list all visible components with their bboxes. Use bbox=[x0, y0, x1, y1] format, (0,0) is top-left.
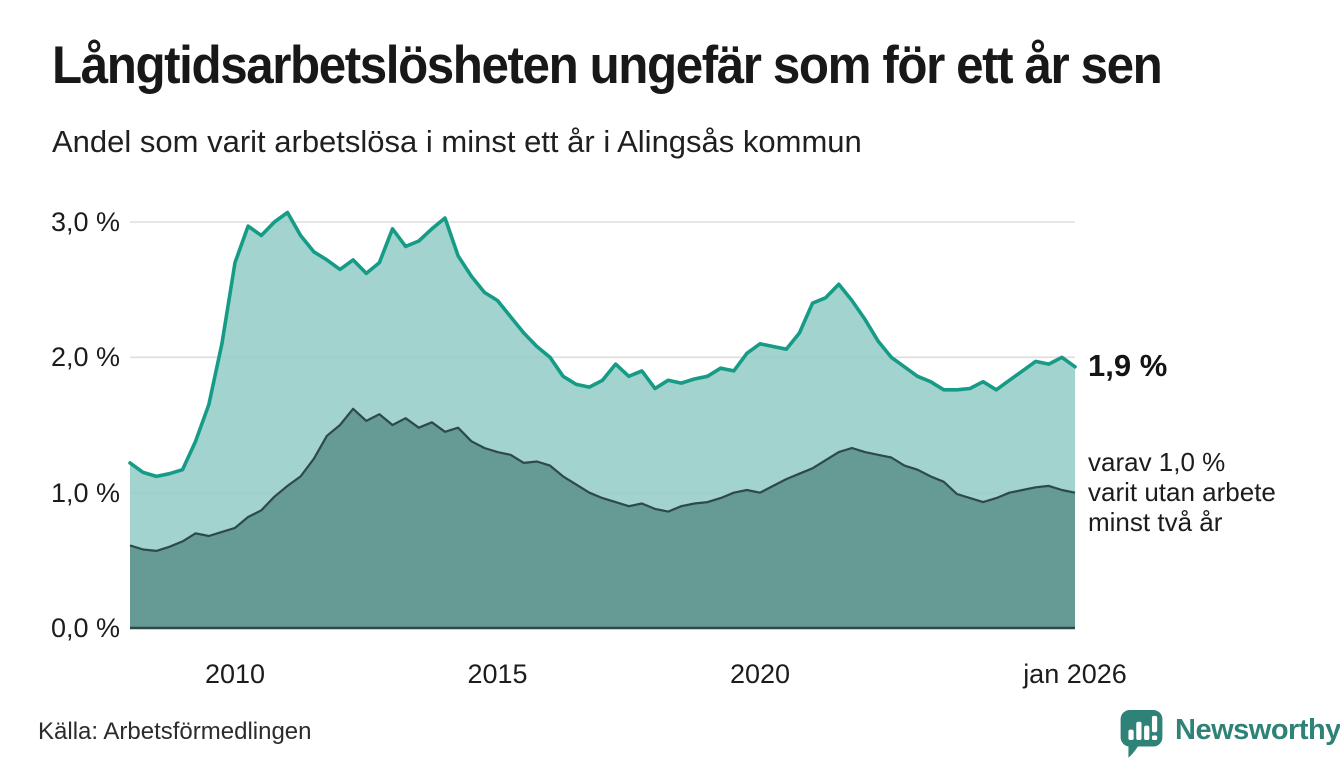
x-tick-label: jan 2026 bbox=[1023, 659, 1127, 689]
logo-bar-short bbox=[1128, 729, 1134, 741]
annotation-line: varit utan arbete bbox=[1088, 476, 1276, 507]
x-tick-label: 2020 bbox=[729, 659, 791, 689]
annotation-line: varav 1,0 % bbox=[1088, 446, 1226, 477]
annotation-line: minst två år bbox=[1088, 506, 1223, 537]
y-tick-label: 0,0 % bbox=[50, 613, 120, 643]
chart-title: Långtidsarbetslösheten ungefär som för e… bbox=[52, 36, 1163, 95]
logo-exclamation-stem bbox=[1151, 715, 1158, 733]
two-year-area bbox=[130, 408, 1075, 628]
two-year-share-label: varav 1,0 % varit utan arbete minst två år bbox=[1088, 447, 1276, 537]
y-tick-label: 3,0 % bbox=[50, 207, 120, 237]
logo-bar-medium bbox=[1144, 725, 1150, 741]
logo-bar-tall bbox=[1136, 721, 1142, 741]
y-tick-label: 1,0 % bbox=[50, 477, 120, 508]
x-tick-label: 2015 bbox=[467, 659, 528, 689]
logo-exclamation-dot bbox=[1151, 735, 1158, 741]
y-tick-label: 2,0 % bbox=[50, 342, 120, 373]
chart-subtitle: Andel som varit arbetslösa i minst ett å… bbox=[52, 124, 862, 159]
x-tick-label: 2010 bbox=[204, 659, 266, 689]
source-credit: Källa: Arbetsförmedlingen bbox=[38, 718, 312, 745]
newsworthy-wordmark: Newsworthy bbox=[1175, 714, 1340, 746]
total-line bbox=[128, 210, 1077, 479]
newsworthy-logo: Newsworthy bbox=[1118, 707, 1340, 760]
plot-area bbox=[128, 210, 1077, 630]
newsworthy-logo-icon bbox=[1120, 710, 1163, 758]
two-year-line bbox=[129, 407, 1076, 552]
latest-value-label: 1,9 % bbox=[1088, 347, 1168, 383]
